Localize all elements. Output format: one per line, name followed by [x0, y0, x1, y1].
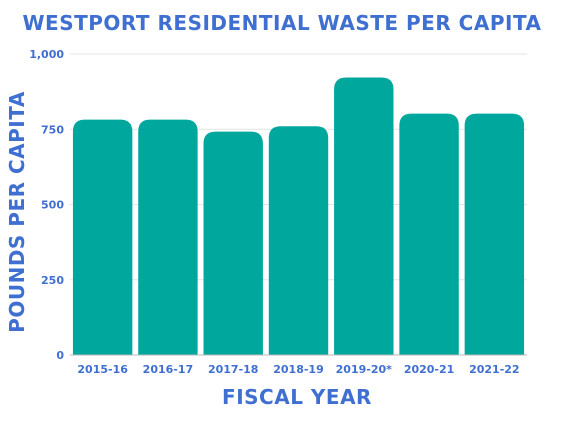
x-axis-title: FISCAL YEAR: [222, 385, 372, 409]
x-tick-label: 2017-18: [208, 363, 259, 376]
bar-2015-16: [72, 119, 133, 355]
chart-title: WESTPORT RESIDENTIAL WASTE PER CAPITA: [22, 11, 541, 35]
y-tick-label: 1,000: [29, 48, 64, 61]
bar-2019-20*: [334, 77, 394, 355]
bar-2016-17: [138, 119, 198, 355]
bars: [72, 77, 525, 356]
x-tick-label: 2016-17: [143, 363, 194, 376]
y-tick-label: 250: [41, 274, 64, 287]
y-tick-label: 750: [41, 123, 64, 136]
y-axis-title: POUNDS PER CAPITA: [5, 91, 29, 333]
bar-2020-21: [399, 113, 459, 356]
x-tick-label: 2019-20*: [336, 363, 392, 376]
x-tick-label: 2018-19: [273, 363, 324, 376]
x-axis-ticks: 2015-16 2016-17 2017-18 2018-19 2019-20* 2020…: [77, 363, 519, 376]
x-tick-label: 2020-21: [404, 363, 455, 376]
bar-2017-18: [203, 131, 263, 355]
y-axis-ticks: 0 250 500 750 1,000: [29, 48, 64, 362]
y-tick-label: 500: [41, 199, 64, 212]
x-tick-label: 2021-22: [469, 363, 520, 376]
bar-2021-22: [464, 113, 525, 356]
y-tick-label: 0: [56, 349, 64, 362]
bar-2018-19: [268, 126, 329, 356]
x-tick-label: 2015-16: [77, 363, 128, 376]
